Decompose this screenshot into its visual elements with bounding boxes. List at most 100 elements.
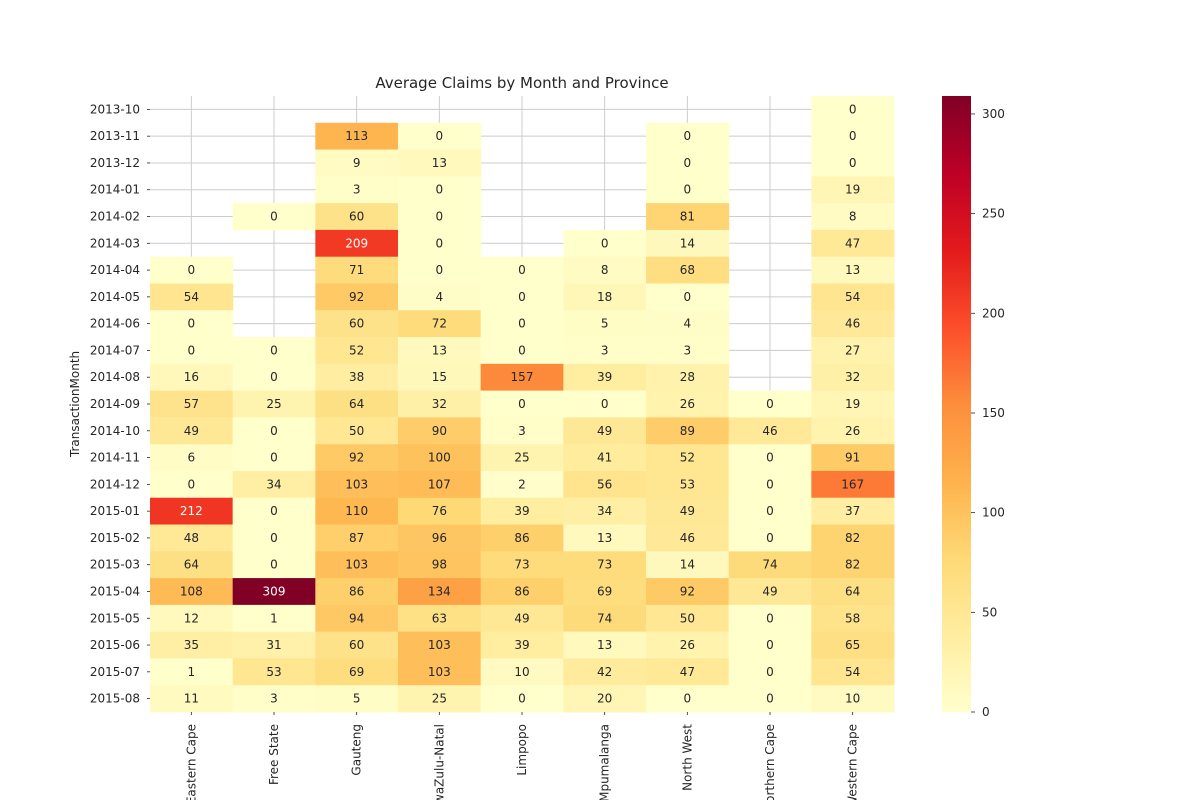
x-tick-label: Eastern Cape — [184, 724, 198, 800]
cell-value-label: 71 — [349, 263, 364, 277]
y-tick-label: 2014-08 — [90, 370, 140, 384]
y-tick-label: 2014-11 — [90, 451, 140, 465]
cell-value-label: 103 — [428, 638, 451, 652]
cell-value-label: 52 — [349, 343, 364, 357]
colorbar-ticks: 0 50 100 150 200 250 300 — [971, 107, 1005, 719]
cell-value-label: 5 — [601, 317, 609, 331]
heatmap-cell — [646, 658, 730, 686]
heatmap-cell — [232, 470, 316, 499]
heatmap-cell — [646, 283, 730, 311]
cell-value-label: 32 — [432, 397, 447, 411]
cell-value-label: 107 — [428, 477, 451, 491]
heatmap-cell — [315, 203, 399, 231]
heatmap-cell — [646, 470, 730, 499]
cell-value-label: 39 — [514, 638, 529, 652]
cell-value-label: 3 — [601, 343, 609, 357]
heatmap-cell — [398, 604, 482, 633]
colorbar-tick-label: 50 — [982, 605, 997, 619]
cell-value-label: 0 — [766, 504, 774, 518]
heatmap-cell — [646, 256, 730, 284]
heatmap-cell — [232, 685, 316, 713]
x-tick-labels: Eastern Cape Free State Gauteng KwaZulu-Nat… — [184, 712, 860, 800]
cell-value-label: 31 — [266, 638, 281, 652]
y-tick-label: 2015-03 — [90, 558, 140, 572]
cell-value-label: 47 — [680, 665, 695, 679]
heatmap-cell — [232, 524, 316, 552]
heatmap-cell — [398, 551, 482, 579]
heatmap-cell — [315, 283, 399, 311]
heatmap-cell — [480, 283, 564, 311]
cell-value-label: 89 — [680, 424, 695, 438]
heatmap-cell — [150, 363, 234, 392]
heatmap-cell — [315, 444, 399, 472]
cell-value-label: 48 — [184, 531, 199, 545]
heatmap-cell — [150, 310, 234, 338]
y-axis-label: TransactionMonth — [68, 351, 82, 458]
cell-value-label: 157 — [511, 370, 534, 384]
heatmap-cell — [811, 470, 895, 499]
heatmap-cell — [150, 658, 234, 686]
cell-value-label: 0 — [766, 611, 774, 625]
heatmap-cell — [232, 578, 316, 606]
heatmap-cell — [398, 417, 482, 445]
heatmap-cell — [398, 658, 482, 686]
heatmap-cell — [728, 444, 812, 472]
x-tick-label: North West — [680, 724, 694, 791]
heatmap-cell — [232, 658, 316, 686]
cell-value-label: 74 — [597, 611, 612, 625]
cell-value-label: 49 — [680, 504, 695, 518]
cell-value-label: 64 — [349, 397, 364, 411]
heatmap-cell — [563, 363, 647, 392]
cell-value-label: 3 — [353, 183, 361, 197]
cell-value-label: 54 — [845, 290, 860, 304]
cell-value-label: 76 — [432, 504, 447, 518]
cell-value-label: 0 — [518, 692, 526, 706]
heatmap-cell — [563, 470, 647, 499]
cell-value-label: 103 — [428, 665, 451, 679]
cell-value-label: 10 — [514, 665, 529, 679]
heatmap-cell — [232, 203, 316, 231]
heatmap-cell — [398, 176, 482, 204]
heatmap-cell — [811, 229, 895, 258]
heatmap-cell — [315, 417, 399, 445]
cell-value-label: 110 — [345, 504, 368, 518]
heatmap-cell — [811, 337, 895, 365]
heatmap-cell — [480, 658, 564, 686]
cell-value-label: 90 — [432, 424, 447, 438]
heatmap-cell — [646, 176, 730, 204]
cell-value-label: 53 — [680, 477, 695, 491]
heatmap-cell — [563, 685, 647, 713]
cell-value-label: 82 — [845, 531, 860, 545]
cell-value-label: 20 — [597, 692, 612, 706]
cell-value-label: 0 — [270, 210, 278, 224]
heatmap-cell — [728, 390, 812, 418]
heatmap-cell — [398, 470, 482, 499]
heatmap-cell — [480, 470, 564, 499]
cell-value-label: 309 — [263, 584, 286, 598]
cell-value-label: 0 — [436, 236, 444, 250]
cell-value-label: 0 — [270, 451, 278, 465]
cell-value-label: 46 — [680, 531, 695, 545]
heatmap-cell — [150, 337, 234, 365]
cell-value-label: 74 — [762, 558, 777, 572]
heatmap-cell — [646, 444, 730, 472]
heatmap-cell — [811, 631, 895, 659]
cell-value-label: 60 — [349, 210, 364, 224]
cell-value-label: 8 — [601, 263, 609, 277]
cell-value-label: 64 — [845, 584, 860, 598]
heatmap-cell — [315, 256, 399, 284]
heatmap-cell — [398, 310, 482, 338]
cell-value-label: 103 — [345, 558, 368, 572]
cell-value-label: 42 — [597, 665, 612, 679]
cell-value-label: 18 — [597, 290, 612, 304]
cell-value-label: 108 — [180, 584, 203, 598]
cell-value-label: 0 — [766, 397, 774, 411]
cell-value-label: 60 — [349, 317, 364, 331]
heatmap-cell — [398, 122, 482, 151]
cell-value-label: 65 — [845, 638, 860, 652]
cell-value-label: 35 — [184, 638, 199, 652]
cell-value-label: 15 — [432, 370, 447, 384]
heatmap-cell — [563, 337, 647, 365]
cell-value-label: 49 — [514, 611, 529, 625]
y-tick-label: 2015-01 — [90, 504, 140, 518]
